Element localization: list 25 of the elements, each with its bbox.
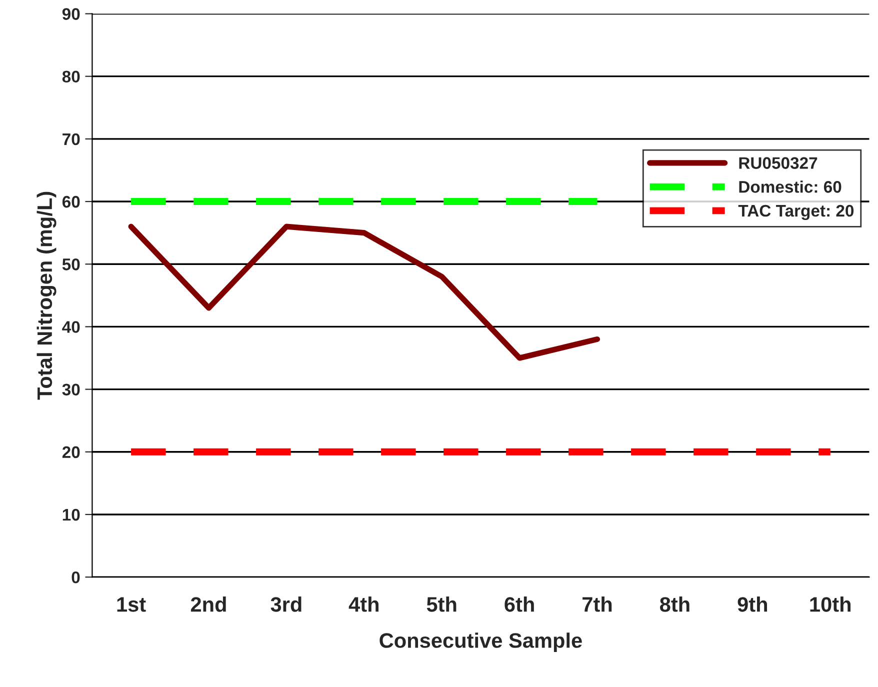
x-tick-label: 6th [504, 596, 534, 612]
y-tick-label: 20 [62, 446, 80, 458]
y-axis-title: Total Nitrogen (mg/L) [36, 192, 56, 400]
y-tick-label: 90 [62, 8, 80, 20]
legend-label: Domestic: 60 [739, 180, 842, 193]
x-tick-label: 9th [738, 596, 767, 612]
x-tick-label: 8th [660, 596, 690, 612]
x-tick-label: 1st [117, 597, 146, 612]
y-tick-label: 60 [62, 196, 80, 208]
y-tick-label: 0 [72, 571, 80, 584]
y-tick-label: 70 [62, 133, 80, 146]
x-axis-title: Consecutive Sample [380, 632, 582, 652]
x-tick-label: 5th [426, 596, 456, 612]
x-tick-label: 4th [348, 596, 378, 612]
x-tick-label: 10th [810, 596, 850, 612]
y-tick-label: 40 [62, 321, 80, 333]
legend-label: TAC Target: 20 [738, 204, 854, 220]
x-tick-label: 2nd [190, 596, 226, 612]
y-tick-label: 50 [62, 258, 80, 270]
x-tick-label: 7th [582, 596, 612, 612]
y-tick-label: 10 [62, 508, 80, 521]
y-tick-label: 80 [62, 70, 80, 83]
x-tick-label: 3rd [270, 596, 302, 612]
legend-label: RU050327 [739, 157, 818, 169]
y-tick-label: 30 [62, 384, 80, 396]
